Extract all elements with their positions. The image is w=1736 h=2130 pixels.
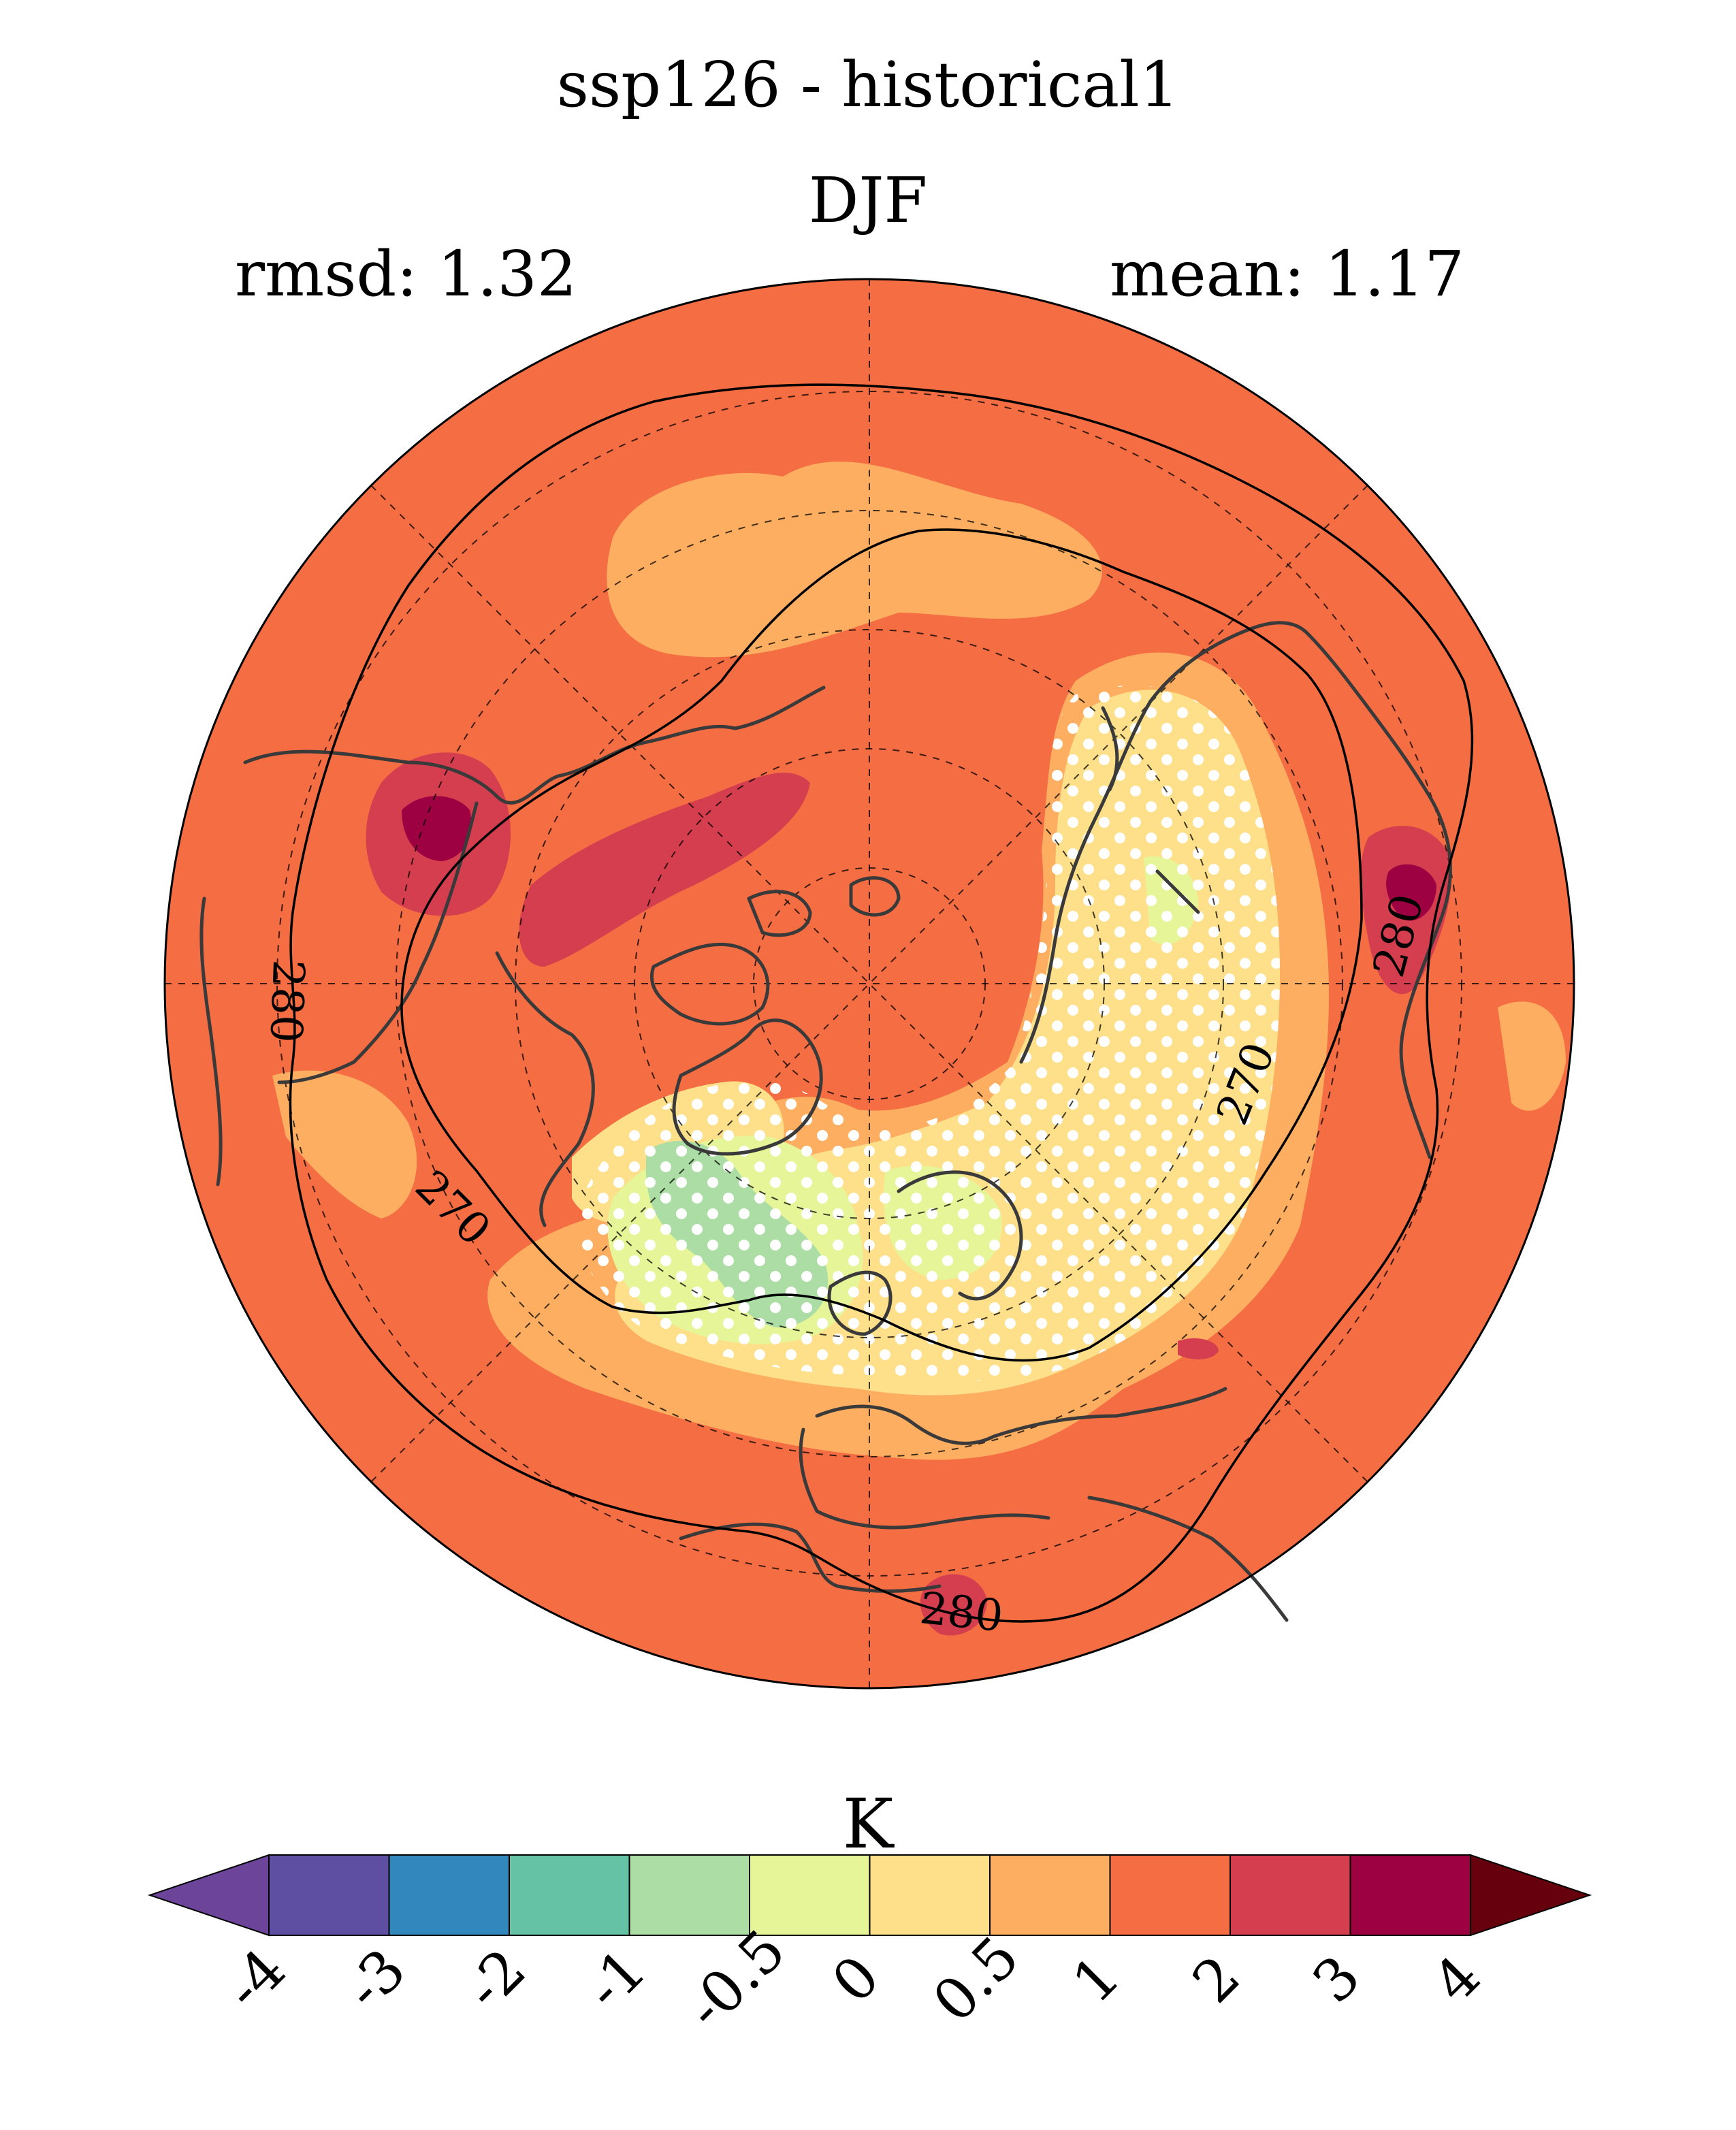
colorbar-under-arrow: [147, 1854, 270, 1937]
region-beaufort-2-3: [519, 773, 810, 967]
colorbar-tick-label: 3: [1300, 1943, 1372, 2016]
colorbar-swatch: [1229, 1854, 1351, 1936]
colorbar-tick-label: 1: [1059, 1943, 1132, 2016]
colorbar-swatch: [1349, 1854, 1471, 1936]
colorbar-tick-label: 2: [1180, 1943, 1253, 2016]
coast-asia: [1019, 621, 1452, 1159]
coast-north-america: [199, 685, 826, 1227]
region-pacific-05-1: [607, 462, 1102, 658]
stippling-significance: [577, 685, 1281, 1381]
plot-title: ssp126 - historical1: [556, 48, 1180, 121]
region-alaska-3-4: [402, 796, 472, 861]
map-border: [163, 278, 1575, 1690]
colorbar-tick-label: -2: [452, 1936, 539, 2022]
latitude-circle: [515, 629, 1224, 1338]
rmsd-label: rmsd: 1.32: [235, 238, 577, 310]
coast-arctic-islands: [649, 876, 901, 1026]
colorbar-over-arrow: [1470, 1854, 1592, 1937]
colorbar-unit: K: [842, 1784, 894, 1864]
colorbar-swatch: [1109, 1854, 1231, 1936]
contour-280: [289, 383, 1474, 1623]
meridian-line: [370, 485, 1368, 1483]
colorbar-tick-label: 0.5: [920, 1924, 1032, 2035]
polar-map: 270 270 280 280 280: [163, 278, 1575, 1690]
colorbar-tick-label: -4: [212, 1936, 298, 2022]
coast-greenland: [672, 1018, 823, 1156]
colorbar-swatch: [509, 1854, 630, 1936]
region-east-edge-05-1: [1498, 1001, 1566, 1111]
colorbar-tick-label: -1: [572, 1936, 658, 2022]
region-atlantic-west-05-1: [272, 1070, 417, 1219]
colorbar-swatch: [989, 1854, 1111, 1936]
coastlines: [199, 621, 1452, 1622]
contour-270: [400, 528, 1363, 1362]
region-caspian-2-3: [1178, 1338, 1219, 1359]
coast-europe: [799, 1170, 1227, 1530]
graticule: [165, 279, 1574, 1688]
colorbar-swatches: [147, 1854, 1592, 1937]
region-north-africa-2-3: [920, 1574, 987, 1636]
contour-label-280-west: 280: [260, 958, 313, 1044]
colorbar-tick-label: 0: [819, 1943, 892, 2016]
colorbar-swatch: [268, 1854, 390, 1936]
colorbar-swatch: [628, 1854, 750, 1936]
contour-label-280-south: 280: [918, 1583, 1006, 1642]
mean-label: mean: 1.17: [1110, 238, 1464, 310]
colorbar-swatch: [869, 1854, 991, 1936]
region-kamchatka-3-4: [1386, 864, 1436, 921]
season-label: DJF: [808, 164, 928, 237]
colorbar-tick-labels: -4 -3 -2 -1 -0.5 0 0.5 1 2 3 4: [212, 1917, 1493, 2042]
climatology-contours: [289, 383, 1474, 1623]
map-field: [165, 279, 1574, 1688]
colorbar-tick-label: -0.5: [673, 1917, 799, 2042]
colorbar-swatch: [749, 1854, 871, 1936]
colorbar-tick-label: -3: [332, 1936, 418, 2022]
colorbar-swatch: [388, 1854, 510, 1936]
meridian-line: [370, 485, 1368, 1483]
coast-north-africa: [679, 1496, 1289, 1622]
colorbar-tick-label: 4: [1420, 1943, 1493, 2016]
